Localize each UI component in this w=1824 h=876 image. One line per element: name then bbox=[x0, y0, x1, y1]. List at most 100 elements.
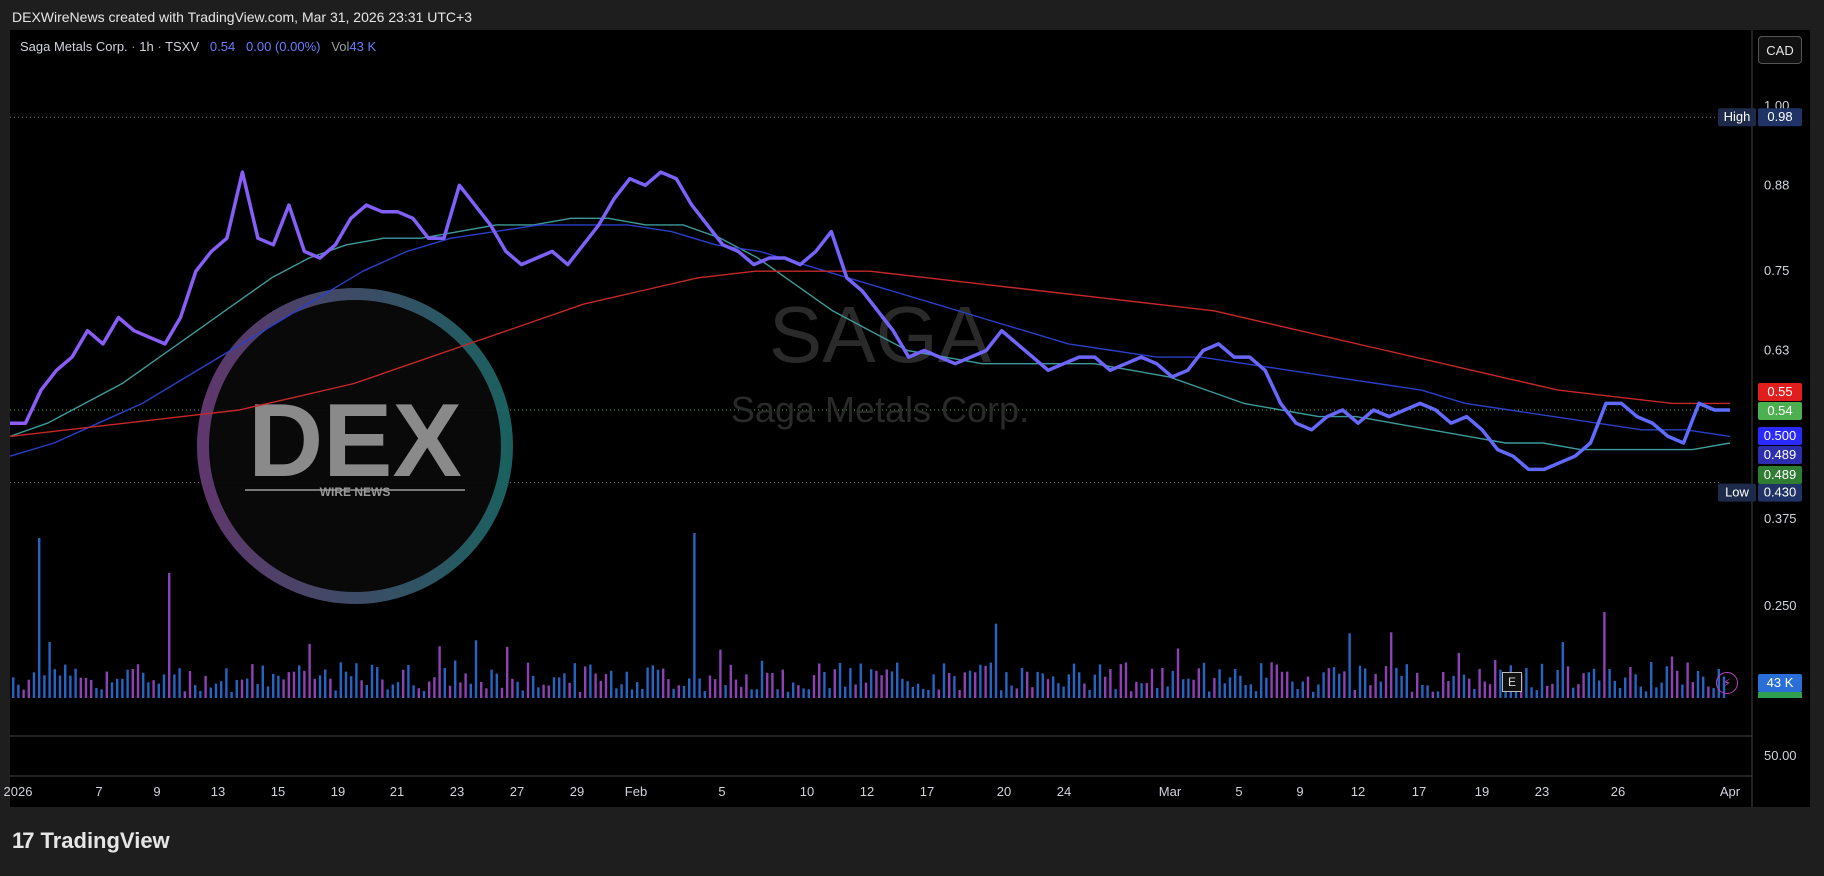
x-axis-tick-label: 27 bbox=[510, 784, 524, 799]
x-axis-tick-label: 24 bbox=[1057, 784, 1071, 799]
top-bar: DEXWireNews created with TradingView.com… bbox=[0, 0, 1824, 30]
volume-bar bbox=[1124, 662, 1128, 698]
volume-bar bbox=[1400, 675, 1403, 698]
x-axis-tick-label: 17 bbox=[920, 784, 934, 799]
volume-bar bbox=[214, 683, 218, 698]
volume-bar bbox=[1218, 669, 1221, 698]
price-line[interactable] bbox=[10, 170, 1730, 472]
dex-logo-ring-icon bbox=[197, 288, 513, 604]
volume-bar bbox=[734, 679, 738, 698]
x-axis-tick-label: 12 bbox=[860, 784, 874, 799]
volume-bar bbox=[604, 674, 608, 698]
tradingview-logo[interactable]: 17 TradingView bbox=[12, 828, 170, 854]
legend-vol-label: Vol bbox=[331, 39, 350, 54]
volume-bar bbox=[682, 686, 686, 698]
y-axis-tick-label: 0.88 bbox=[1764, 177, 1789, 192]
volume-bar bbox=[610, 670, 613, 698]
volume-bar bbox=[188, 671, 192, 698]
volume-bar bbox=[1436, 691, 1440, 698]
tradingview-brand: TradingView bbox=[40, 828, 170, 853]
volume-bar bbox=[58, 675, 62, 698]
x-axis-tick-label: 21 bbox=[390, 784, 404, 799]
volume-bar bbox=[199, 690, 202, 698]
volume-bar bbox=[1452, 675, 1455, 698]
volume-bar bbox=[807, 689, 810, 698]
volume-bar bbox=[1379, 681, 1382, 698]
volume-bar bbox=[1639, 686, 1642, 698]
volume-bar bbox=[797, 685, 800, 698]
volume-bar bbox=[1525, 668, 1528, 698]
volume-bar bbox=[630, 689, 634, 698]
volume-bar bbox=[1166, 686, 1169, 698]
volume-bar bbox=[308, 643, 311, 698]
volume-bar bbox=[1104, 676, 1107, 698]
volume-bar bbox=[625, 671, 628, 698]
volume-bar bbox=[646, 667, 649, 698]
volume-bar bbox=[329, 678, 332, 698]
volume-bar bbox=[1702, 676, 1705, 698]
volume-bar bbox=[350, 676, 353, 698]
volume-bar bbox=[495, 673, 498, 698]
volume-bar bbox=[204, 675, 207, 698]
volume-bar bbox=[438, 646, 441, 698]
price-badge: 0.54 bbox=[1767, 403, 1792, 418]
volume-bar bbox=[812, 675, 816, 698]
volume-bar bbox=[672, 688, 675, 698]
volume-bar bbox=[157, 683, 160, 698]
volume-bar bbox=[1041, 673, 1044, 698]
volume-bar bbox=[1462, 674, 1466, 698]
volume-bar bbox=[578, 691, 582, 698]
volume-bar bbox=[984, 665, 987, 698]
volume-bar bbox=[464, 673, 467, 698]
volume-bar bbox=[844, 686, 847, 698]
volume-bar bbox=[1161, 668, 1164, 698]
volume-bar bbox=[1551, 683, 1554, 698]
volume-bar bbox=[1036, 671, 1039, 698]
price-badge-bg bbox=[1758, 383, 1802, 401]
volume-bar bbox=[1655, 687, 1658, 698]
volume-bar bbox=[147, 682, 150, 698]
volume-bar bbox=[261, 665, 264, 698]
volume-bar bbox=[1468, 678, 1471, 698]
volume-bar bbox=[1026, 671, 1029, 698]
e-badge-icon[interactable]: E bbox=[1502, 672, 1522, 692]
x-axis-tick-label: 5 bbox=[718, 784, 725, 799]
volume-bar bbox=[469, 683, 472, 698]
y-axis-tick-label: 0.375 bbox=[1764, 511, 1797, 526]
volume-bar bbox=[662, 668, 665, 698]
volume-bar bbox=[1670, 656, 1674, 698]
symbol-legend: Saga Metals Corp. · 1h · TSXV 0.54 0.00 … bbox=[20, 39, 376, 54]
x-axis-tick-label: 19 bbox=[331, 784, 345, 799]
volume-bar bbox=[563, 673, 566, 698]
volume-bar bbox=[750, 689, 753, 698]
volume-bar bbox=[922, 688, 925, 698]
volume-bar bbox=[875, 670, 878, 698]
volume-bar bbox=[870, 669, 873, 698]
currency-button[interactable]: CAD bbox=[1758, 36, 1802, 64]
volume-bar bbox=[656, 669, 660, 698]
volume-bar bbox=[95, 687, 98, 698]
volume-bar bbox=[407, 665, 410, 698]
volume-bar bbox=[1260, 663, 1263, 698]
volume-bar bbox=[246, 678, 249, 698]
volume-bar bbox=[901, 678, 904, 698]
volume-bar bbox=[318, 675, 322, 698]
x-axis-tick-label: 12 bbox=[1351, 784, 1365, 799]
volume-bar bbox=[1244, 685, 1247, 698]
volume-bar bbox=[1114, 689, 1117, 698]
high-value-badge: 0.98 bbox=[1767, 109, 1792, 124]
volume-bar bbox=[1431, 691, 1434, 698]
volume-bar bbox=[100, 689, 103, 698]
volume-bar bbox=[116, 678, 119, 698]
volume-bar bbox=[963, 672, 966, 698]
volume-bar bbox=[376, 667, 379, 698]
y-axis-tick-label: 0.75 bbox=[1764, 263, 1789, 278]
y-axis-tick-label: 0.250 bbox=[1764, 598, 1797, 613]
lightning-icon[interactable]: ⚡ bbox=[1716, 672, 1738, 694]
volume-bar bbox=[500, 687, 504, 698]
volume-bar bbox=[282, 679, 285, 698]
volume-bar bbox=[448, 685, 452, 698]
price-badge-bg bbox=[1758, 402, 1802, 420]
volume-bar bbox=[1348, 633, 1351, 698]
